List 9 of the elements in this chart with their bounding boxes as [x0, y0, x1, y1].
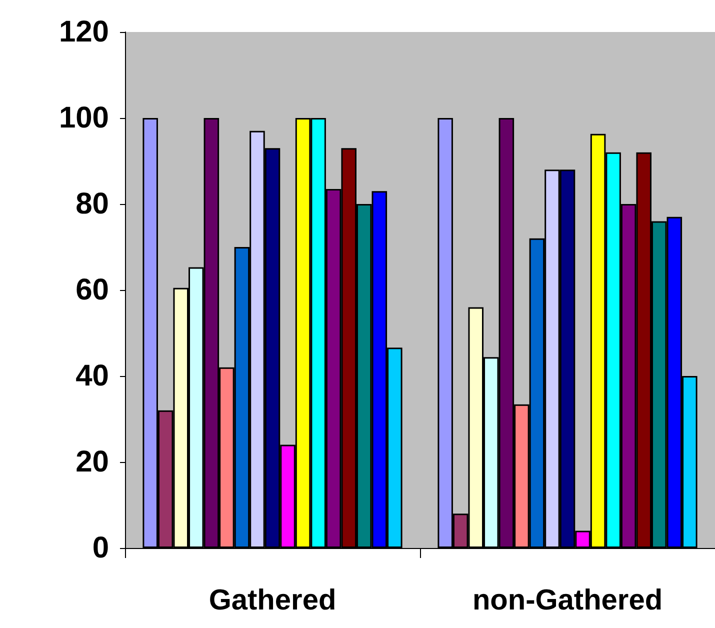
x-tick-label: non-Gathered — [472, 584, 663, 616]
y-tick-label: 60 — [76, 274, 109, 306]
y-tick-label: 40 — [76, 360, 109, 392]
y-tick-label: 0 — [92, 532, 109, 564]
y-tick-label: 80 — [76, 188, 109, 220]
y-tick-label: 120 — [58, 16, 109, 48]
x-tick-label: Gathered — [208, 584, 336, 616]
y-tick-label: 20 — [76, 446, 109, 478]
y-tick-label: 100 — [58, 102, 109, 134]
